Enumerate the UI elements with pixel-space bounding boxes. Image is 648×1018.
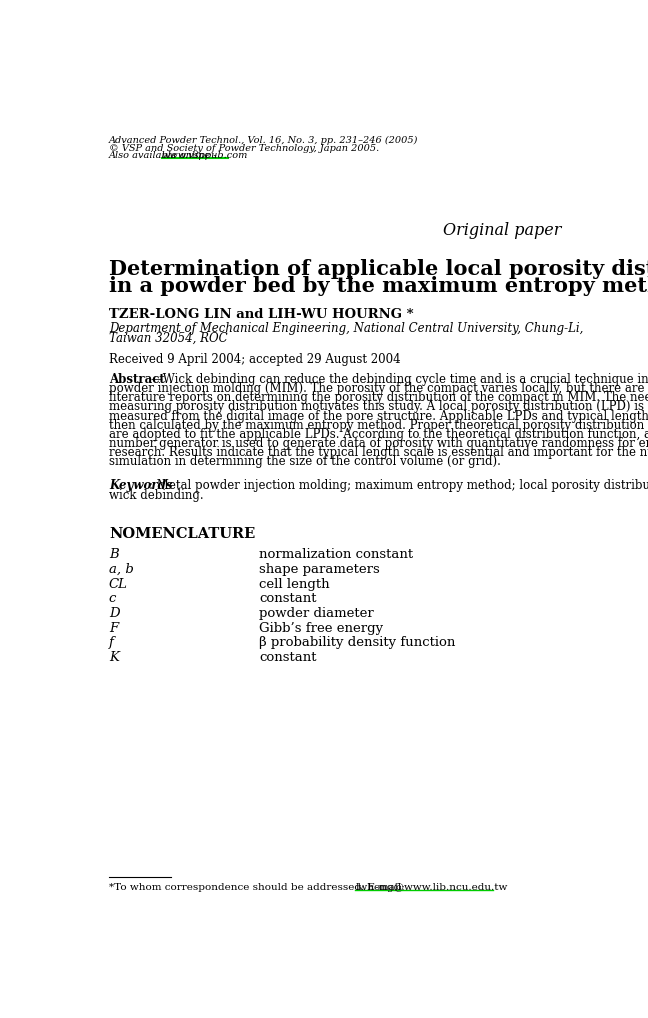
Text: wick debinding.: wick debinding. bbox=[109, 489, 203, 502]
Text: Gibb’s free energy: Gibb’s free energy bbox=[259, 622, 384, 634]
Text: research. Results indicate that the typical length scale is essential and import: research. Results indicate that the typi… bbox=[109, 446, 648, 459]
Text: *To whom correspondence should be addressed. E-mail:: *To whom correspondence should be addres… bbox=[109, 883, 408, 892]
Text: measuring porosity distribution motivates this study. A local porosity distribut: measuring porosity distribution motivate… bbox=[109, 400, 648, 413]
Text: number generator is used to generate data of porosity with quantitative randomne: number generator is used to generate dat… bbox=[109, 437, 648, 450]
Text: β probability density function: β probability density function bbox=[259, 636, 456, 649]
Text: TZER-LONG LIN and LIH-WU HOURNG *: TZER-LONG LIN and LIH-WU HOURNG * bbox=[109, 308, 413, 322]
Text: F: F bbox=[109, 622, 118, 634]
Text: NOMENCLATURE: NOMENCLATURE bbox=[109, 527, 255, 541]
Text: constant: constant bbox=[259, 651, 317, 664]
Text: B: B bbox=[109, 549, 119, 562]
Text: Advanced Powder Technol., Vol. 16, No. 3, pp. 231–246 (2005): Advanced Powder Technol., Vol. 16, No. 3… bbox=[109, 136, 418, 146]
Text: Original paper: Original paper bbox=[443, 222, 562, 239]
Text: Keywords: Keywords bbox=[109, 479, 172, 493]
Text: cell length: cell length bbox=[259, 577, 330, 590]
Text: Department of Mechanical Engineering, National Central University, Chung-Li,: Department of Mechanical Engineering, Na… bbox=[109, 323, 583, 335]
Text: literature reports on determining the porosity distribution of the compact in MI: literature reports on determining the po… bbox=[109, 391, 648, 404]
Text: c: c bbox=[109, 592, 116, 606]
Text: K: K bbox=[109, 651, 119, 664]
Text: : Metal powder injection molding; maximum entropy method; local porosity distrib: : Metal powder injection molding; maximu… bbox=[149, 479, 648, 493]
Text: constant: constant bbox=[259, 592, 317, 606]
Text: www.vsppub.com: www.vsppub.com bbox=[161, 152, 248, 161]
Text: simulation in determining the size of the control volume (or grid).: simulation in determining the size of th… bbox=[109, 455, 501, 468]
Text: measured from the digital image of the pore structure. Applicable LPDs and typic: measured from the digital image of the p… bbox=[109, 409, 648, 422]
Text: Abstract: Abstract bbox=[109, 374, 165, 386]
Text: CL: CL bbox=[109, 577, 128, 590]
Text: lwhong@www.lib.ncu.edu.tw: lwhong@www.lib.ncu.edu.tw bbox=[355, 883, 508, 892]
Text: then calculated by the maximum entropy method. Proper theoretical porosity distr: then calculated by the maximum entropy m… bbox=[109, 418, 648, 432]
Text: powder diameter: powder diameter bbox=[259, 607, 374, 620]
Text: in a powder bed by the maximum entropy method: in a powder bed by the maximum entropy m… bbox=[109, 276, 648, 296]
Text: Determination of applicable local porosity distributions: Determination of applicable local porosi… bbox=[109, 260, 648, 279]
Text: are adopted to fit the applicable LPDs. According to the theoretical distributio: are adopted to fit the applicable LPDs. … bbox=[109, 428, 648, 441]
Text: © VSP and Society of Powder Technology, Japan 2005.: © VSP and Society of Powder Technology, … bbox=[109, 144, 379, 153]
Text: Received 9 April 2004; accepted 29 August 2004: Received 9 April 2004; accepted 29 Augus… bbox=[109, 353, 400, 366]
Text: Also available online -: Also available online - bbox=[109, 152, 220, 161]
Text: shape parameters: shape parameters bbox=[259, 563, 380, 576]
Text: normalization constant: normalization constant bbox=[259, 549, 413, 562]
Text: D: D bbox=[109, 607, 119, 620]
Text: f: f bbox=[109, 636, 114, 649]
Text: a, b: a, b bbox=[109, 563, 133, 576]
Text: —Wick debinding can reduce the debinding cycle time and is a crucial technique i: —Wick debinding can reduce the debinding… bbox=[151, 374, 648, 386]
Text: powder injection molding (MIM). The porosity of the compact varies locally, but : powder injection molding (MIM). The poro… bbox=[109, 383, 648, 395]
Text: Taiwan 32054, ROC: Taiwan 32054, ROC bbox=[109, 332, 227, 345]
